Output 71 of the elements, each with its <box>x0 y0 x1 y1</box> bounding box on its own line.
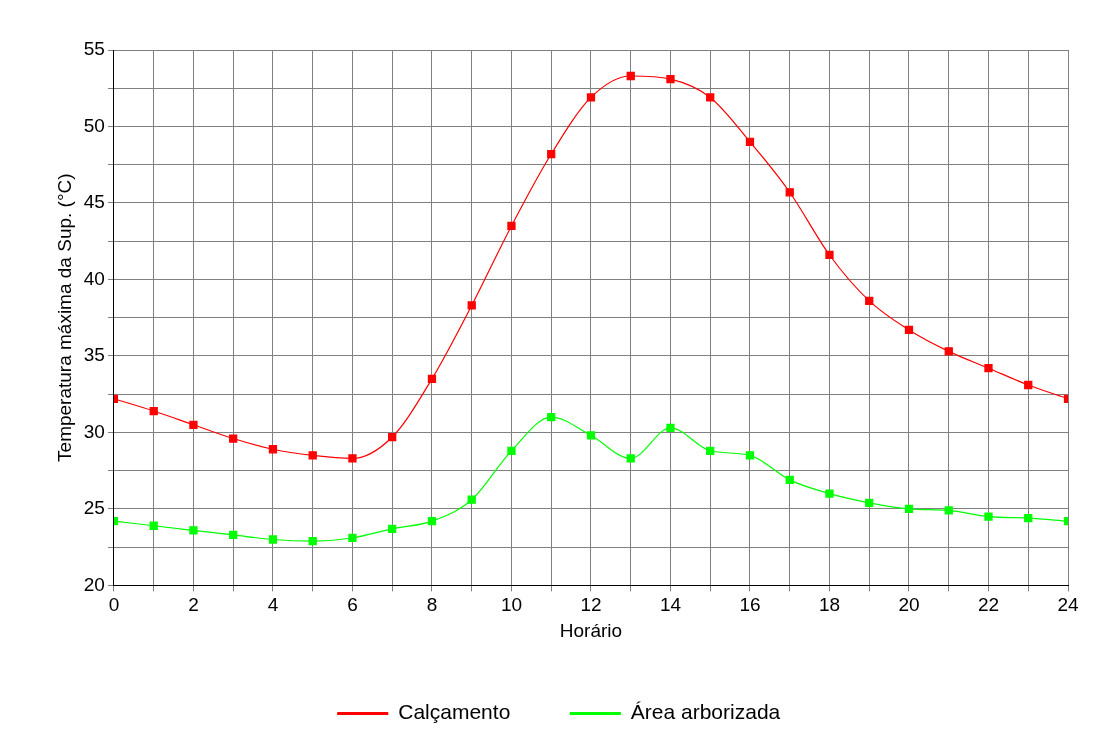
point <box>268 445 278 454</box>
point <box>507 221 516 231</box>
point <box>626 71 635 81</box>
point <box>666 74 675 84</box>
y-tick-label: 45 <box>83 191 105 213</box>
point <box>348 533 357 543</box>
point <box>308 536 317 546</box>
legend-label: Calçamento <box>398 700 511 724</box>
point <box>547 149 556 159</box>
point <box>865 498 874 507</box>
point <box>268 535 278 544</box>
y-tick-label: 40 <box>83 267 105 289</box>
point <box>944 347 953 356</box>
x-tick-label: 12 <box>580 594 602 616</box>
point <box>1024 380 1033 390</box>
point <box>427 517 437 526</box>
x-tick-label: 4 <box>267 594 279 616</box>
y-tick-label: 55 <box>83 38 105 60</box>
x-tick-label: 22 <box>977 594 1000 616</box>
point <box>149 406 158 416</box>
point <box>666 423 675 432</box>
point <box>984 364 993 373</box>
y-tick-label: 25 <box>83 497 105 519</box>
point <box>904 504 914 514</box>
x-tick-label: 18 <box>818 594 841 616</box>
point <box>348 454 357 463</box>
point <box>229 434 238 443</box>
point <box>547 413 556 422</box>
point <box>308 451 317 460</box>
x-tick-label: 16 <box>739 594 761 616</box>
x-tick-label: 6 <box>347 594 358 616</box>
y-tick-label: 35 <box>83 344 105 366</box>
point <box>1024 513 1033 523</box>
x-tick-label: 10 <box>500 594 523 616</box>
point <box>626 454 635 463</box>
point <box>825 250 834 260</box>
point <box>785 475 794 484</box>
point <box>706 93 715 102</box>
y-tick-label: 30 <box>83 420 105 442</box>
point <box>745 137 755 146</box>
x-tick-label: 20 <box>898 594 920 616</box>
point <box>586 431 596 440</box>
legend-label: Área arborizada <box>630 700 781 724</box>
x-tick-label: 8 <box>426 594 438 616</box>
point <box>745 451 755 460</box>
x-tick-label: 24 <box>1057 594 1079 616</box>
point <box>586 93 596 102</box>
x-tick-label: 14 <box>659 594 682 616</box>
point <box>427 374 437 384</box>
point <box>904 325 914 335</box>
point <box>149 521 158 530</box>
point <box>189 526 198 535</box>
point <box>467 495 476 504</box>
y-tick-label: 20 <box>83 573 105 595</box>
point <box>785 188 794 197</box>
point <box>388 432 397 442</box>
point <box>825 489 834 498</box>
point <box>865 296 874 306</box>
x-axis-title: Horário <box>559 619 623 641</box>
point <box>944 506 953 515</box>
y-tick-label: 50 <box>83 114 105 136</box>
point <box>189 420 198 429</box>
point <box>467 301 476 310</box>
x-tick-label: 0 <box>108 594 120 616</box>
point <box>229 530 238 540</box>
y-axis-title: Temperatura máxima da Sup. (°C) <box>53 173 75 462</box>
point <box>706 446 715 455</box>
x-tick-label: 2 <box>188 594 199 616</box>
point <box>388 524 397 533</box>
point <box>507 446 516 455</box>
point <box>984 512 993 521</box>
